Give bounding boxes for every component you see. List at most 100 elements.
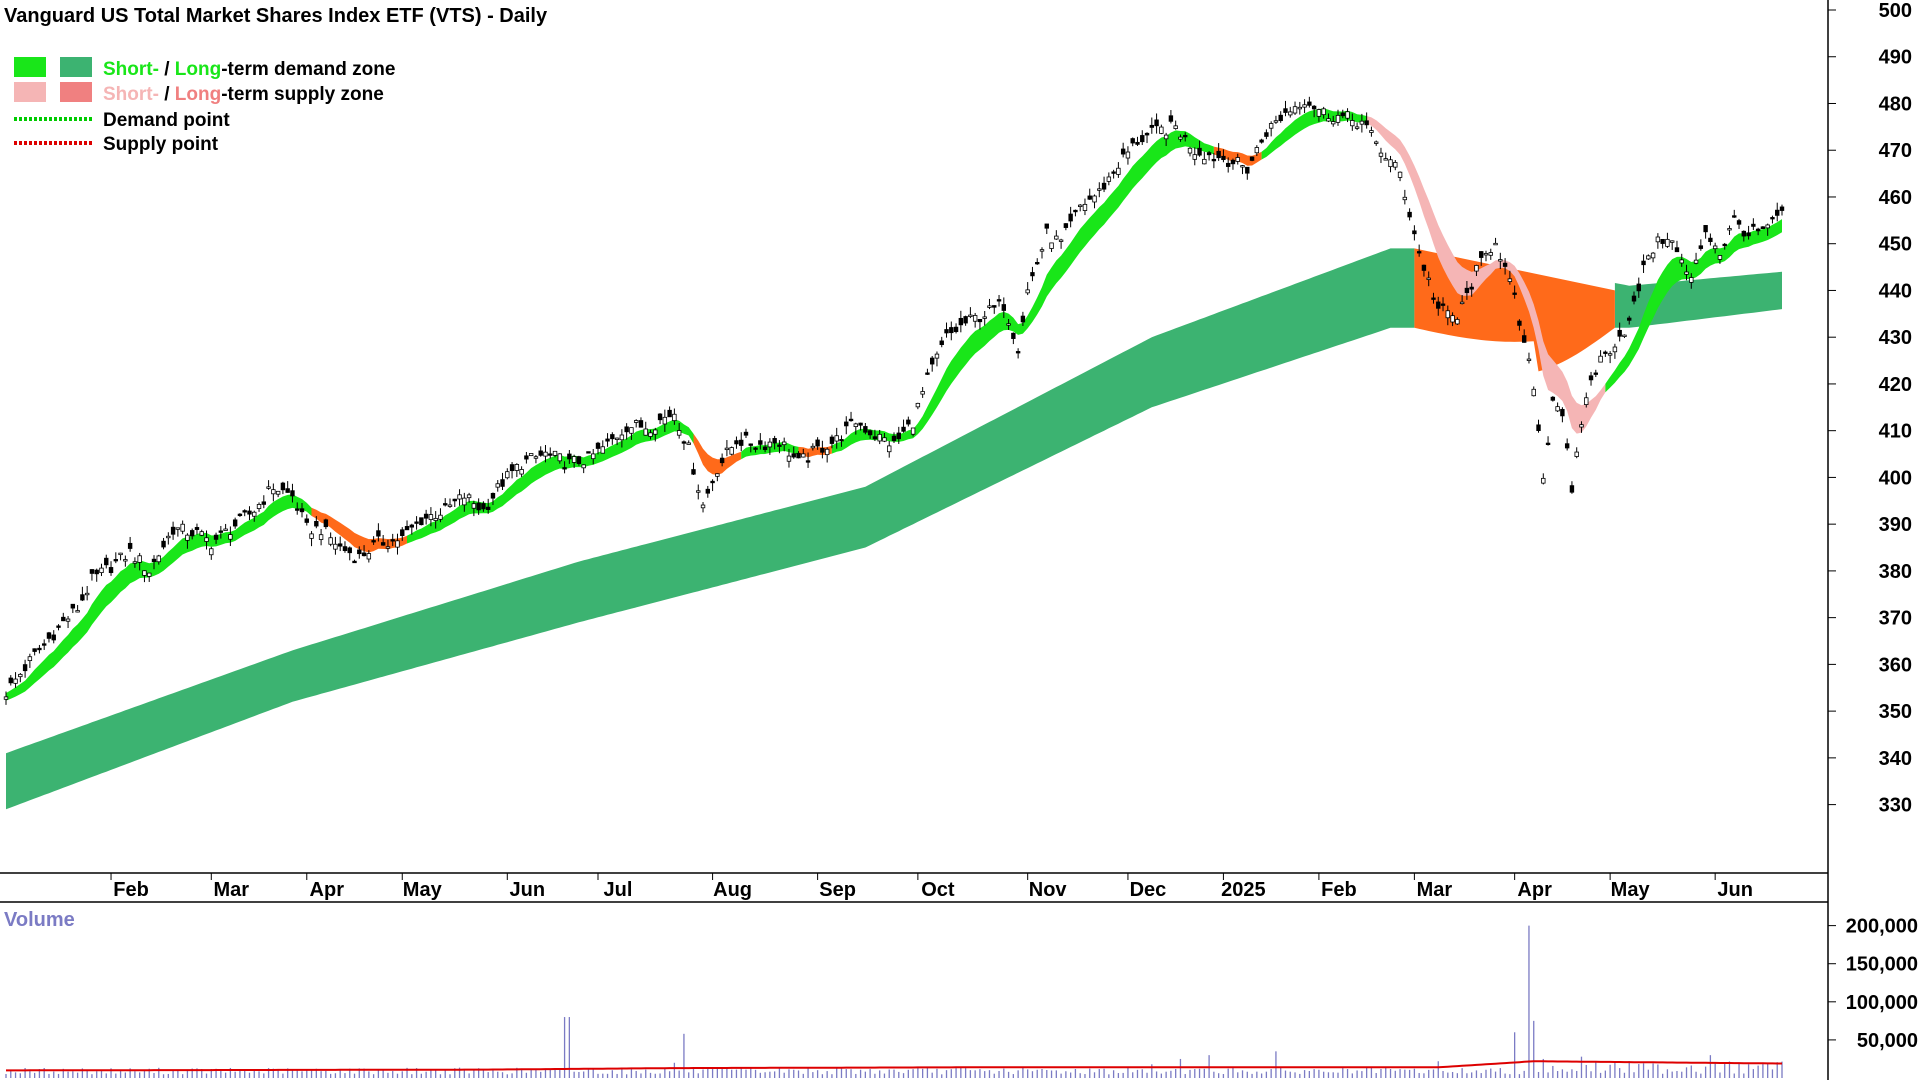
candle [1307,96,1312,108]
candle [1412,225,1417,241]
candle [528,453,534,457]
candle [180,520,185,535]
candle [1140,130,1145,145]
candle [743,428,749,439]
candle [1655,233,1661,249]
candle [700,501,706,513]
candle [1183,132,1188,142]
candle [1283,100,1288,117]
price-tick-label: 450 [1879,234,1912,256]
candle [428,507,434,527]
candle [218,525,224,539]
legend-supply-point: Supply point [103,134,219,155]
candle [1163,132,1169,146]
candle [1498,252,1503,270]
candle [1627,315,1632,325]
candle [1555,402,1560,413]
candle [1712,242,1718,254]
candle [471,500,477,517]
candle [891,432,897,444]
candle [896,426,901,444]
candle [992,305,997,314]
candle [1035,258,1040,265]
candle [834,427,839,449]
volume-average-line [6,1060,1782,1072]
month-label: Feb [113,879,149,901]
candle [1111,169,1116,179]
candle [1350,113,1355,131]
candle [438,508,443,523]
candle [1717,255,1723,264]
candle [1149,117,1155,134]
candle [1254,145,1260,157]
candle [13,672,18,688]
candle [113,552,119,564]
legend-supply-sep: / [159,84,175,105]
candle [443,498,448,507]
candle [505,468,510,480]
price-tick-label: 460 [1879,187,1912,209]
candle [633,419,639,428]
candle [724,440,730,457]
candle [1584,392,1589,408]
price-tick-label: 470 [1879,140,1912,162]
candle [524,451,529,464]
candle [629,427,634,440]
price-tick-label: 380 [1879,561,1912,583]
candle [457,489,462,506]
candle [1106,172,1112,186]
month-label: Apr [310,879,345,901]
candle [1593,369,1599,378]
candle [1689,273,1694,289]
candle [1646,254,1651,261]
candle [1144,132,1150,144]
candle [863,422,868,435]
candle [1211,152,1217,169]
candle [1302,99,1307,114]
candle [672,408,677,425]
legend-swatch-long-demand [60,57,92,77]
candle [1378,147,1384,164]
candle [156,554,161,565]
legend-demand-rest: -term demand zone [221,59,395,80]
candle [476,498,481,515]
candle [1373,140,1379,146]
legend-demand-short: Short- [103,59,159,80]
candle [108,561,114,576]
candle [1130,137,1135,147]
candle [309,531,314,547]
candle [581,464,586,474]
price-tick-label: 390 [1879,514,1912,536]
candle [657,413,663,425]
candle [982,311,987,326]
candle [1197,140,1202,157]
month-label: Jul [604,879,633,901]
month-label: Feb [1321,879,1357,901]
price-tick-label: 440 [1879,280,1912,302]
candle [271,483,276,502]
candle [1273,115,1279,124]
candle [1521,329,1527,343]
month-label: Mar [1417,879,1453,901]
candle [275,490,281,498]
candle [51,630,56,644]
candle [27,653,33,668]
legend-swatch-short-demand [14,57,46,77]
candle [858,422,863,431]
candle [1354,122,1360,131]
candle [1297,101,1303,115]
price-axis: 330 340 350 360 370 380 390 400 410 420 430 440 450 4… [1828,0,1912,817]
candle [772,435,777,450]
candle [710,479,715,492]
candle [1216,143,1221,161]
candle [1455,317,1460,325]
candle [1006,318,1011,330]
candle [944,322,949,338]
candle [337,536,343,552]
candle [824,447,830,463]
candle [189,528,195,540]
candle [920,387,925,398]
month-label: Aug [713,879,752,901]
candle [123,555,128,567]
volume-tick-label: 200,000 [1846,916,1918,938]
